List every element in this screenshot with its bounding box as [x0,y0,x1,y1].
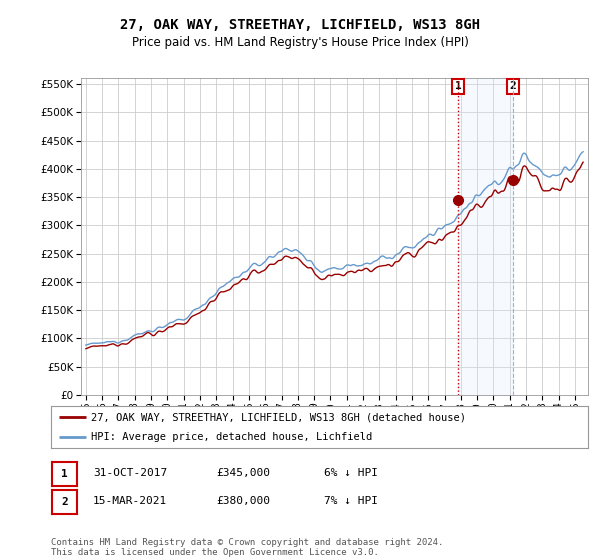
Text: £345,000: £345,000 [216,468,270,478]
Text: 15-MAR-2021: 15-MAR-2021 [93,496,167,506]
Text: 1: 1 [455,81,461,91]
Text: 6% ↓ HPI: 6% ↓ HPI [324,468,378,478]
Text: 2: 2 [509,81,517,91]
Text: 27, OAK WAY, STREETHAY, LICHFIELD, WS13 8GH (detached house): 27, OAK WAY, STREETHAY, LICHFIELD, WS13 … [91,412,466,422]
Text: Contains HM Land Registry data © Crown copyright and database right 2024.
This d: Contains HM Land Registry data © Crown c… [51,538,443,557]
Text: £380,000: £380,000 [216,496,270,506]
Text: Price paid vs. HM Land Registry's House Price Index (HPI): Price paid vs. HM Land Registry's House … [131,36,469,49]
Text: 7% ↓ HPI: 7% ↓ HPI [324,496,378,506]
Text: 31-OCT-2017: 31-OCT-2017 [93,468,167,478]
Text: 2: 2 [61,497,68,507]
Text: 1: 1 [61,469,68,479]
Text: HPI: Average price, detached house, Lichfield: HPI: Average price, detached house, Lich… [91,432,373,442]
Bar [458,78,513,395]
Text: 27, OAK WAY, STREETHAY, LICHFIELD, WS13 8GH: 27, OAK WAY, STREETHAY, LICHFIELD, WS13 … [120,18,480,32]
